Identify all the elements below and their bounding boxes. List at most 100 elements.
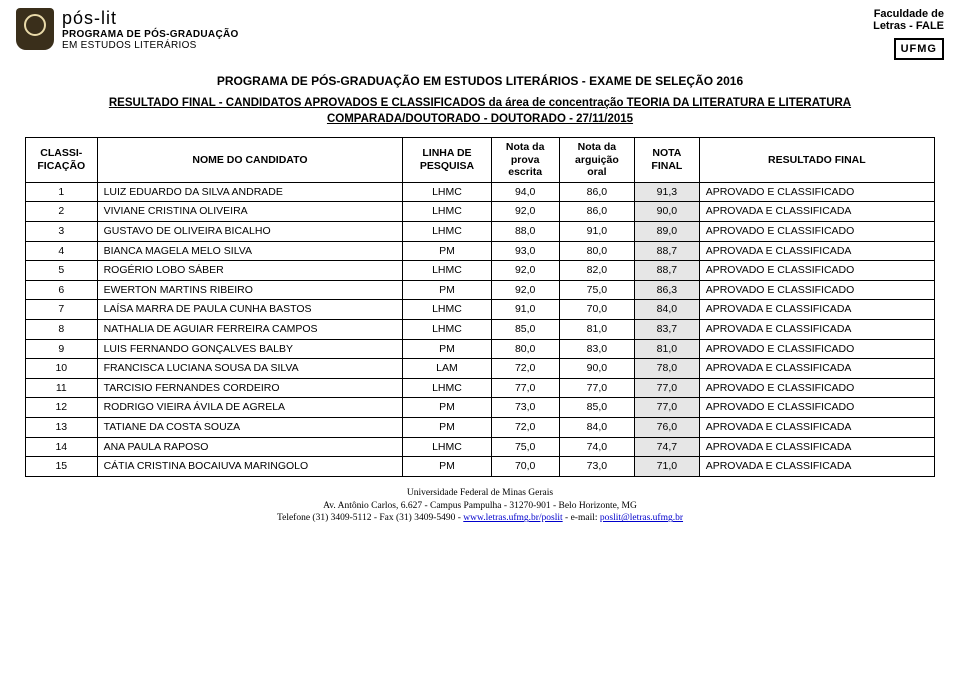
cell-name: ANA PAULA RAPOSO	[97, 437, 403, 457]
th-oral: Nota da arguição oral	[559, 138, 634, 183]
table-row: 9LUIS FERNANDO GONÇALVES BALBYPM80,083,0…	[26, 339, 935, 359]
cell-nota-final: 77,0	[635, 378, 700, 398]
table-row: 6EWERTON MARTINS RIBEIROPM92,075,086,3AP…	[26, 280, 935, 300]
cell-escrita: 73,0	[491, 398, 559, 418]
cell-result: APROVADA E CLASSIFICADA	[699, 437, 934, 457]
th-name: NOME DO CANDIDATO	[97, 138, 403, 183]
cell-escrita: 75,0	[491, 437, 559, 457]
cell-name: LUIZ EDUARDO DA SILVA ANDRADE	[97, 182, 403, 202]
cell-escrita: 72,0	[491, 359, 559, 379]
cell-oral: 84,0	[559, 417, 634, 437]
cell-result: APROVADA E CLASSIFICADA	[699, 359, 934, 379]
cell-linha: LHMC	[403, 202, 491, 222]
cell-name: VIVIANE CRISTINA OLIVEIRA	[97, 202, 403, 222]
cell-name: NATHALIA DE AGUIAR FERREIRA CAMPOS	[97, 319, 403, 339]
table-row: 15CÁTIA CRISTINA BOCAIUVA MARINGOLOPM70,…	[26, 457, 935, 477]
cell-oral: 70,0	[559, 300, 634, 320]
cell-rank: 2	[26, 202, 98, 222]
th-escrita: Nota da prova escrita	[491, 138, 559, 183]
cell-oral: 82,0	[559, 261, 634, 281]
cell-rank: 9	[26, 339, 98, 359]
cell-rank: 3	[26, 222, 98, 242]
cell-result: APROVADO E CLASSIFICADO	[699, 339, 934, 359]
th-rank: CLASSI-FICAÇÃO	[26, 138, 98, 183]
cell-result: APROVADO E CLASSIFICADO	[699, 280, 934, 300]
cell-oral: 73,0	[559, 457, 634, 477]
cell-rank: 10	[26, 359, 98, 379]
cell-oral: 77,0	[559, 378, 634, 398]
logo-subtitle-1: PROGRAMA DE PÓS-GRADUAÇÃO	[62, 29, 239, 40]
table-header: CLASSI-FICAÇÃO NOME DO CANDIDATO LINHA D…	[26, 138, 935, 183]
footer-line-1: Universidade Federal de Minas Gerais	[0, 487, 960, 500]
table-row: 4BIANCA MAGELA MELO SILVAPM93,080,088,7A…	[26, 241, 935, 261]
cell-linha: LHMC	[403, 261, 491, 281]
subtitle-line-1: RESULTADO FINAL - CANDIDATOS APROVADOS E…	[40, 96, 920, 112]
cell-nota-final: 84,0	[635, 300, 700, 320]
cell-name: CÁTIA CRISTINA BOCAIUVA MARINGOLO	[97, 457, 403, 477]
cell-escrita: 92,0	[491, 261, 559, 281]
cell-result: APROVADA E CLASSIFICADA	[699, 241, 934, 261]
cell-rank: 1	[26, 182, 98, 202]
cell-oral: 86,0	[559, 202, 634, 222]
logo-right: Faculdade de Letras - FALE UFMG	[873, 8, 944, 60]
cell-escrita: 94,0	[491, 182, 559, 202]
cell-linha: LHMC	[403, 182, 491, 202]
cell-result: APROVADA E CLASSIFICADA	[699, 202, 934, 222]
cell-linha: PM	[403, 457, 491, 477]
cell-nota-final: 78,0	[635, 359, 700, 379]
ufmg-logo: UFMG	[894, 38, 944, 60]
cell-nota-final: 88,7	[635, 261, 700, 281]
subtitle-line-2: COMPARADA/DOUTORADO - DOUTORADO - 27/11/…	[40, 112, 920, 128]
table-row: 14ANA PAULA RAPOSOLHMC75,074,074,7APROVA…	[26, 437, 935, 457]
cell-name: ROGÉRIO LOBO SÁBER	[97, 261, 403, 281]
cell-name: FRANCISCA LUCIANA SOUSA DA SILVA	[97, 359, 403, 379]
cell-linha: LHMC	[403, 222, 491, 242]
cell-nota-final: 88,7	[635, 241, 700, 261]
cell-nota-final: 71,0	[635, 457, 700, 477]
cell-escrita: 93,0	[491, 241, 559, 261]
th-result: RESULTADO FINAL	[699, 138, 934, 183]
cell-result: APROVADA E CLASSIFICADA	[699, 300, 934, 320]
cell-escrita: 88,0	[491, 222, 559, 242]
cell-escrita: 92,0	[491, 202, 559, 222]
cell-result: APROVADO E CLASSIFICADO	[699, 378, 934, 398]
logo-subtitle-2: EM ESTUDOS LITERÁRIOS	[62, 40, 239, 51]
cell-linha: PM	[403, 417, 491, 437]
footer-phone-fax: Telefone (31) 3409-5112 - Fax (31) 3409-…	[277, 513, 463, 523]
footer-link-email[interactable]: poslit@letras.ufmg.br	[600, 513, 683, 523]
cell-result: APROVADA E CLASSIFICADA	[699, 319, 934, 339]
cell-nota-final: 76,0	[635, 417, 700, 437]
cell-escrita: 91,0	[491, 300, 559, 320]
cell-linha: LHMC	[403, 319, 491, 339]
table-row: 12RODRIGO VIEIRA ÁVILA DE AGRELAPM73,085…	[26, 398, 935, 418]
cell-linha: PM	[403, 280, 491, 300]
cell-rank: 11	[26, 378, 98, 398]
cell-rank: 8	[26, 319, 98, 339]
cell-linha: PM	[403, 241, 491, 261]
th-final: NOTA FINAL	[635, 138, 700, 183]
cell-oral: 75,0	[559, 280, 634, 300]
cell-rank: 12	[26, 398, 98, 418]
cell-result: APROVADO E CLASSIFICADO	[699, 261, 934, 281]
cell-escrita: 70,0	[491, 457, 559, 477]
cell-nota-final: 83,7	[635, 319, 700, 339]
cell-nota-final: 86,3	[635, 280, 700, 300]
table-row: 8NATHALIA DE AGUIAR FERREIRA CAMPOSLHMC 8…	[26, 319, 935, 339]
cell-rank: 4	[26, 241, 98, 261]
table-row: 1LUIZ EDUARDO DA SILVA ANDRADELHMC94,086…	[26, 182, 935, 202]
cell-name: RODRIGO VIEIRA ÁVILA DE AGRELA	[97, 398, 403, 418]
cell-oral: 86,0	[559, 182, 634, 202]
results-table: CLASSI-FICAÇÃO NOME DO CANDIDATO LINHA D…	[25, 137, 935, 477]
footer-link-site[interactable]: www.letras.ufmg.br/poslit	[463, 513, 562, 523]
cell-rank: 15	[26, 457, 98, 477]
table-row: 2VIVIANE CRISTINA OLIVEIRALHMC92,086,090…	[26, 202, 935, 222]
cell-result: APROVADO E CLASSIFICADO	[699, 398, 934, 418]
cell-name: GUSTAVO DE OLIVEIRA BICALHO	[97, 222, 403, 242]
cell-oral: 85,0	[559, 398, 634, 418]
poslit-figure-icon	[16, 8, 54, 50]
cell-name: LUIS FERNANDO GONÇALVES BALBY	[97, 339, 403, 359]
cell-linha: LHMC	[403, 378, 491, 398]
cell-result: APROVADO E CLASSIFICADO	[699, 222, 934, 242]
cell-oral: 91,0	[559, 222, 634, 242]
cell-escrita: 92,0	[491, 280, 559, 300]
